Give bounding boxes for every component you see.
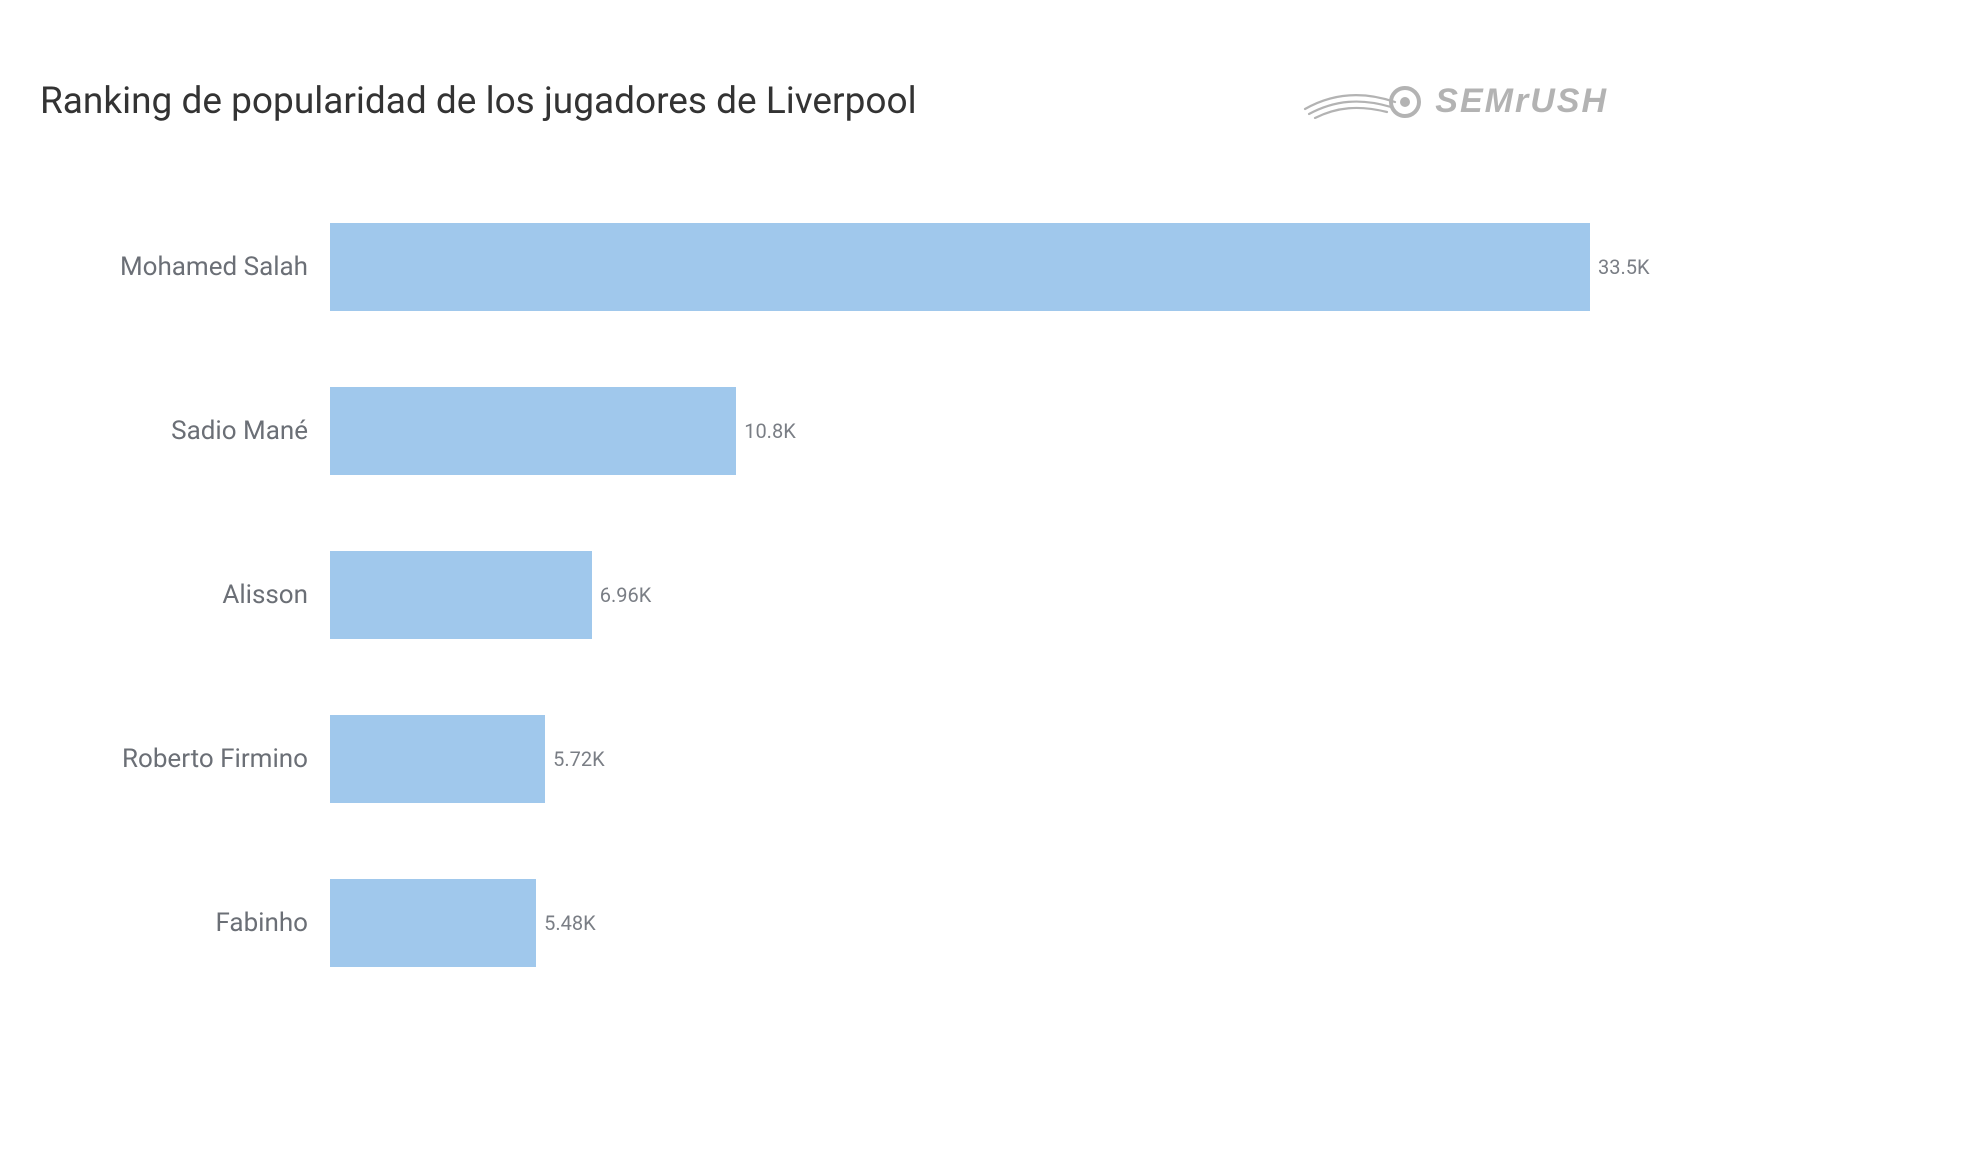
bar [330,223,1590,311]
bar-value: 33.5K [1590,255,1650,279]
semrush-swoosh-icon [1303,85,1423,119]
brand-logo-text: SEMrUSH [1435,82,1608,121]
bar-label: Fabinho [40,908,330,938]
bar-value: 10.8K [736,419,796,443]
bar-row: Alisson 6.96K [40,551,1908,639]
bar-label: Roberto Firmino [40,744,330,774]
bar-row: Roberto Firmino 5.72K [40,715,1908,803]
bar [330,551,592,639]
brand-logo: SEMrUSH [1303,82,1908,121]
bar-row: Mohamed Salah 33.5K [40,223,1908,311]
bar [330,715,545,803]
bar-track: 5.48K [330,879,1908,967]
bar-track: 10.8K [330,387,1908,475]
bar-value: 5.72K [545,747,605,771]
chart-plot-area: Mohamed Salah 33.5K Sadio Mané 10.8K Ali… [40,183,1908,967]
bar-row: Sadio Mané 10.8K [40,387,1908,475]
bar [330,387,736,475]
chart-page: Ranking de popularidad de los jugadores … [0,0,1968,1176]
bar-row: Fabinho 5.48K [40,879,1908,967]
bar [330,879,536,967]
bar-label: Alisson [40,580,330,610]
chart-header: Ranking de popularidad de los jugadores … [40,80,1908,183]
bar-label: Sadio Mané [40,416,330,446]
bar-value: 5.48K [536,911,596,935]
bar-track: 6.96K [330,551,1908,639]
bar-track: 33.5K [330,223,1908,311]
bar-label: Mohamed Salah [40,252,330,282]
bar-value: 6.96K [592,583,652,607]
chart-title: Ranking de popularidad de los jugadores … [40,80,917,123]
bar-track: 5.72K [330,715,1908,803]
